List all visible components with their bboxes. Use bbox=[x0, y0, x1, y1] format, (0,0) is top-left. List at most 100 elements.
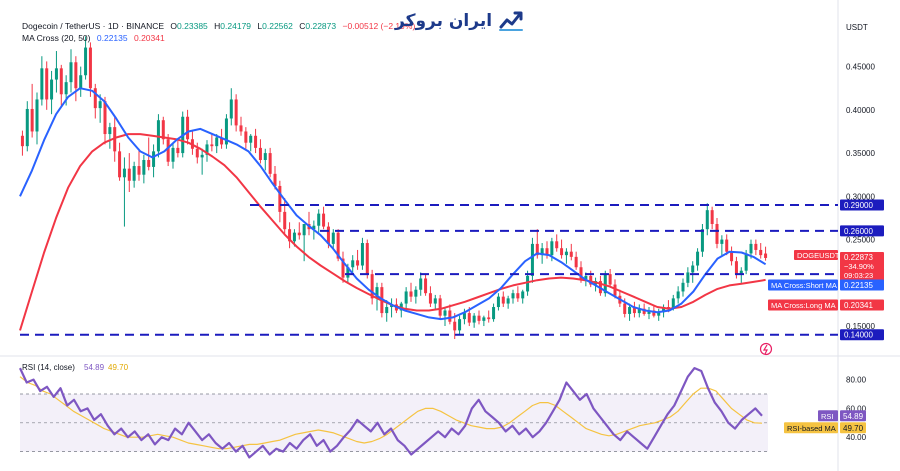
candle-body bbox=[496, 296, 500, 308]
candle-body bbox=[147, 160, 151, 167]
candle-body bbox=[25, 108, 29, 147]
price-tick-label: 0.35000 bbox=[846, 149, 875, 158]
candle-body bbox=[759, 249, 763, 256]
candle-body bbox=[254, 135, 258, 148]
candle-body bbox=[652, 310, 656, 316]
level-tag-bg bbox=[840, 329, 884, 341]
logo-text: ایران بروکر bbox=[395, 11, 493, 31]
candle-body bbox=[526, 275, 530, 292]
candle-body bbox=[244, 131, 248, 143]
rsi-name-tag: RSI bbox=[821, 412, 834, 421]
candle-body bbox=[186, 116, 190, 140]
ma-short-name-tag-bg bbox=[768, 279, 838, 291]
candle-body bbox=[710, 210, 714, 224]
candle-body bbox=[705, 210, 709, 230]
currency-label: USDT bbox=[846, 23, 868, 32]
candle-body bbox=[205, 144, 209, 155]
price-tag-value: 0.22873 bbox=[844, 253, 873, 262]
candle-body bbox=[322, 213, 326, 227]
candle-body bbox=[312, 225, 316, 230]
candle-body bbox=[725, 239, 729, 252]
candle-body bbox=[501, 296, 505, 304]
candle-body bbox=[98, 101, 102, 109]
candle-body bbox=[224, 118, 228, 145]
ohlc-low-key: L bbox=[257, 21, 263, 31]
candle-body bbox=[720, 239, 724, 244]
candle-body bbox=[521, 291, 525, 299]
candle-body bbox=[258, 147, 262, 160]
candle-body bbox=[443, 310, 447, 316]
ma-short-header-value: 0.22135 bbox=[96, 33, 128, 43]
candle-body bbox=[45, 68, 49, 100]
rsi-header-value: 54.89 bbox=[84, 363, 105, 372]
candle-body bbox=[535, 243, 539, 256]
candle-body bbox=[632, 307, 636, 314]
candle-body bbox=[74, 62, 78, 89]
price-tick-label: 0.45000 bbox=[846, 63, 875, 72]
lightning-icon-bolt bbox=[762, 344, 768, 355]
candle-body bbox=[161, 120, 165, 140]
ohlc-change: −0.00512 (−2.19%) bbox=[342, 21, 416, 31]
candle-body bbox=[540, 248, 544, 256]
candle-body bbox=[754, 243, 758, 250]
ma-long-value-tag-bg bbox=[840, 299, 884, 311]
level-tag-label: 0.14000 bbox=[844, 331, 873, 340]
candle-body bbox=[331, 232, 335, 244]
candle-body bbox=[118, 151, 122, 178]
candle-body bbox=[477, 315, 481, 321]
price-tick-label: 0.25000 bbox=[846, 236, 875, 245]
candle-body bbox=[351, 260, 355, 268]
candle-body bbox=[487, 317, 491, 320]
candle-body bbox=[356, 260, 360, 266]
symbol-tag-bg bbox=[794, 250, 838, 260]
candle-body bbox=[560, 248, 564, 256]
candle-body bbox=[176, 147, 180, 154]
candle-body bbox=[739, 270, 743, 275]
symbol-header: Dogecoin / TetherUS · 1D · BINANCE O0.23… bbox=[22, 21, 419, 31]
candle-body bbox=[103, 101, 107, 135]
candle-body bbox=[370, 274, 374, 299]
rsi-value-tag: 54.89 bbox=[843, 412, 864, 421]
candle-body bbox=[239, 125, 243, 132]
candle-body bbox=[79, 75, 83, 89]
level-tag-label: 0.26000 bbox=[844, 227, 873, 236]
level-tag-label: 0.29000 bbox=[844, 201, 873, 210]
candle-body bbox=[462, 313, 466, 320]
candle-body bbox=[623, 303, 627, 314]
candle-body bbox=[142, 160, 146, 175]
candle-body bbox=[744, 253, 748, 271]
candle-body bbox=[297, 232, 301, 236]
candle-body bbox=[341, 258, 345, 278]
candle-body bbox=[137, 166, 141, 175]
candle-body bbox=[681, 282, 685, 292]
candle-body bbox=[171, 147, 175, 162]
ma-cross-label: MA Cross (20, 50) bbox=[22, 33, 91, 43]
candle-body bbox=[691, 265, 695, 273]
candle-body bbox=[127, 168, 131, 181]
candle-body bbox=[336, 232, 340, 259]
candle-body bbox=[662, 307, 666, 313]
candle-body bbox=[467, 313, 471, 323]
candle-body bbox=[511, 293, 515, 299]
rsi-ma-value-tag: 49.70 bbox=[843, 424, 864, 433]
price-tag-change: −34.90% bbox=[844, 262, 874, 271]
candle-body bbox=[686, 272, 690, 283]
candle-body bbox=[229, 99, 233, 119]
candle-body bbox=[54, 68, 58, 80]
ma-long-value-tag: 0.20341 bbox=[844, 301, 873, 310]
ohlc-close: 0.22873 bbox=[305, 21, 337, 31]
candle-body bbox=[764, 253, 768, 258]
candle-body bbox=[734, 261, 738, 275]
ma-cross-header[interactable]: MA Cross (20, 50) 0.22135 0.20341 bbox=[22, 33, 169, 43]
candle-body bbox=[564, 251, 568, 256]
candle-body bbox=[448, 310, 452, 322]
candle-body bbox=[152, 151, 156, 167]
candle-body bbox=[30, 108, 34, 132]
rsi-title: RSI (14, close) bbox=[22, 363, 75, 372]
candle-body bbox=[608, 274, 612, 285]
candle-body bbox=[93, 88, 97, 109]
candle-body bbox=[574, 256, 578, 268]
chart-trend-icon bbox=[499, 11, 524, 31]
